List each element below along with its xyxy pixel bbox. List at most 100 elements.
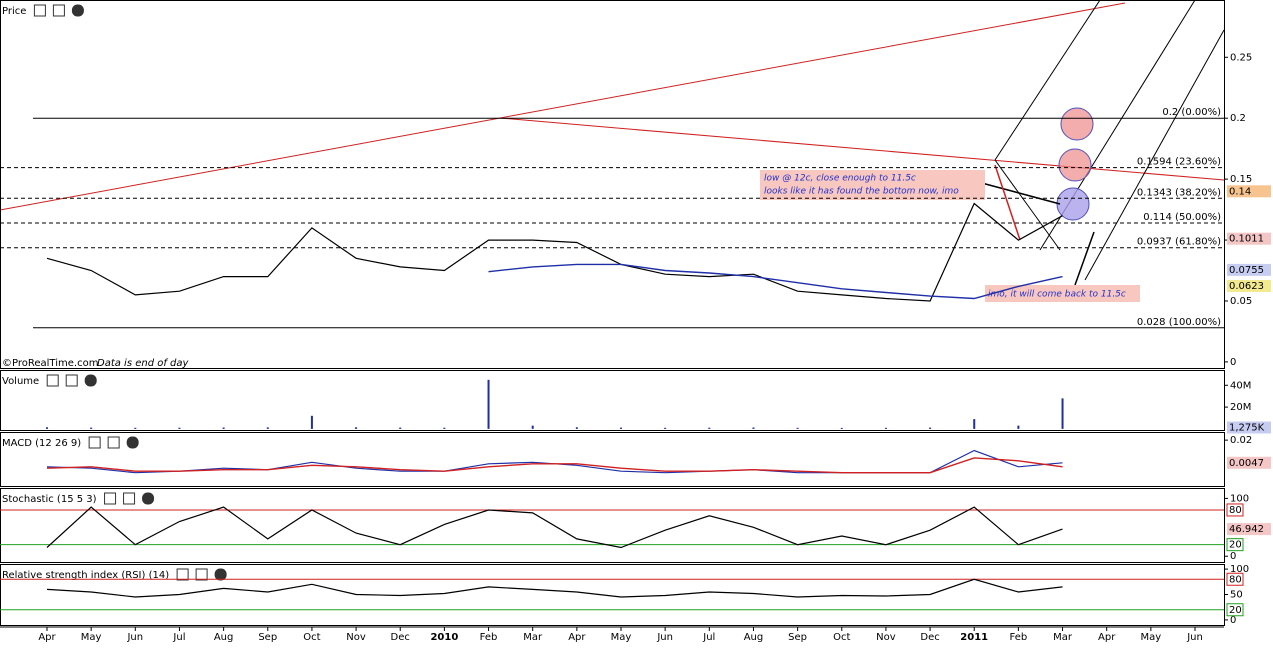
x-tick-label: Feb bbox=[480, 632, 498, 643]
bar bbox=[531, 425, 534, 429]
toolbar-icon[interactable] bbox=[65, 374, 78, 387]
x-tick-label: Oct bbox=[833, 632, 850, 643]
bar bbox=[90, 427, 93, 429]
last-value-label: 46.942 bbox=[1229, 524, 1264, 535]
fib-label: 0.114 (50.00%) bbox=[1143, 212, 1221, 223]
level-box bbox=[1226, 503, 1244, 517]
x-tick-label: Aug bbox=[744, 632, 764, 643]
x-tick-label: Apr bbox=[1098, 632, 1116, 643]
toolbar-icon[interactable] bbox=[176, 568, 189, 581]
level-label: 20 bbox=[1229, 540, 1242, 551]
level-label: 80 bbox=[1229, 505, 1242, 516]
bar bbox=[487, 379, 490, 429]
x-tick-label: May bbox=[611, 632, 632, 643]
series-line bbox=[46, 457, 1063, 474]
toolbar-icon[interactable] bbox=[88, 436, 101, 449]
x-tick-label: Sep bbox=[788, 632, 807, 643]
panel-frame bbox=[0, 0, 1225, 369]
panel-frame bbox=[0, 432, 1225, 487]
series-line bbox=[46, 578, 1063, 598]
toolbar-icon[interactable] bbox=[107, 436, 120, 449]
bar bbox=[929, 427, 932, 429]
bar bbox=[134, 427, 137, 429]
last-value-box bbox=[1227, 421, 1271, 434]
channel-line bbox=[994, 159, 1061, 251]
bar bbox=[796, 427, 799, 429]
bar bbox=[355, 427, 358, 429]
y-tick-label: 0.15 bbox=[1230, 174, 1252, 185]
x-tick-label: Mar bbox=[523, 632, 543, 643]
y-tick-label: 50 bbox=[1230, 590, 1243, 601]
toolbar-icon[interactable] bbox=[104, 492, 117, 505]
toolbar-icon[interactable] bbox=[33, 4, 46, 17]
bar bbox=[310, 415, 313, 429]
last-value-label: 0.0755 bbox=[1229, 265, 1264, 276]
last-value-box bbox=[1227, 279, 1271, 292]
y-tick-label: 40M bbox=[1230, 380, 1251, 391]
channel-line bbox=[1084, 29, 1225, 281]
last-value-label: 1,275K bbox=[1229, 423, 1265, 434]
panel-title: Stochastic (15 5 3) bbox=[2, 494, 97, 505]
y-tick-label: 0.05 bbox=[1230, 296, 1252, 307]
source: ©ProRealTime.com bbox=[2, 358, 98, 369]
channel-line bbox=[994, 0, 1101, 161]
y-tick-label: 0.02 bbox=[1230, 435, 1252, 446]
x-tick-label: Dec bbox=[391, 632, 410, 643]
series-line bbox=[46, 202, 1063, 302]
fib-label: 0.028 (100.00%) bbox=[1137, 317, 1221, 328]
x-tick-label: Mar bbox=[1053, 632, 1073, 643]
y-tick-label: 0 bbox=[1230, 615, 1236, 626]
y-tick-label: 0.25 bbox=[1230, 52, 1252, 63]
toolbar-icon[interactable] bbox=[195, 568, 208, 581]
panel-title: MACD (12 26 9) bbox=[2, 438, 81, 449]
x-tick-label: Apr bbox=[568, 632, 586, 643]
x-tick-label: Aug bbox=[214, 632, 234, 643]
x-tick-label: Oct bbox=[303, 632, 320, 643]
last-value-label: 0.14 bbox=[1229, 186, 1251, 197]
bar bbox=[884, 427, 887, 429]
x-tick-label: Jul bbox=[172, 632, 185, 643]
last-value-label: 0.1011 bbox=[1229, 234, 1264, 245]
toolbar-icon[interactable] bbox=[46, 374, 59, 387]
bar bbox=[840, 427, 843, 429]
level-box bbox=[1226, 538, 1244, 552]
toolbar-icon[interactable] bbox=[126, 436, 139, 449]
level-box bbox=[1226, 572, 1244, 586]
panel-title: Price bbox=[2, 6, 26, 17]
bar bbox=[575, 427, 578, 429]
highlight-circle bbox=[1056, 187, 1090, 221]
last-value-box bbox=[1227, 232, 1271, 245]
panel-frame bbox=[0, 488, 1225, 563]
panel-frame bbox=[0, 370, 1225, 431]
arrow bbox=[994, 164, 1021, 241]
x-tick-label: May bbox=[81, 632, 102, 643]
x-tick-label: Apr bbox=[38, 632, 56, 643]
last-value-box bbox=[1227, 185, 1271, 198]
last-value-label: 0.0623 bbox=[1229, 281, 1264, 292]
toolbar-icon[interactable] bbox=[52, 4, 65, 17]
toolbar-icon[interactable] bbox=[84, 374, 97, 387]
bar bbox=[1061, 398, 1064, 429]
toolbar-icon[interactable] bbox=[123, 492, 136, 505]
toolbar-icon[interactable] bbox=[142, 492, 155, 505]
annotation: looks like it has found the bottom now, … bbox=[764, 187, 959, 197]
bar bbox=[266, 427, 269, 429]
x-tick-label: Nov bbox=[346, 632, 366, 643]
level-box bbox=[1226, 603, 1244, 617]
bar bbox=[46, 427, 48, 429]
x-tick-label: Sep bbox=[258, 632, 277, 643]
level-label: 80 bbox=[1229, 574, 1242, 585]
y-tick-label: 20M bbox=[1230, 402, 1251, 413]
arrow bbox=[977, 181, 1061, 205]
bar bbox=[178, 427, 181, 429]
y-tick-label: 0.2 bbox=[1230, 113, 1246, 124]
arrow bbox=[1074, 231, 1095, 286]
toolbar-icon[interactable] bbox=[71, 4, 84, 17]
bar bbox=[664, 427, 667, 429]
series-line bbox=[46, 506, 1063, 549]
series-line bbox=[488, 263, 1063, 300]
toolbar-icon[interactable] bbox=[214, 568, 227, 581]
y-tick-label: 100 bbox=[1230, 493, 1249, 504]
